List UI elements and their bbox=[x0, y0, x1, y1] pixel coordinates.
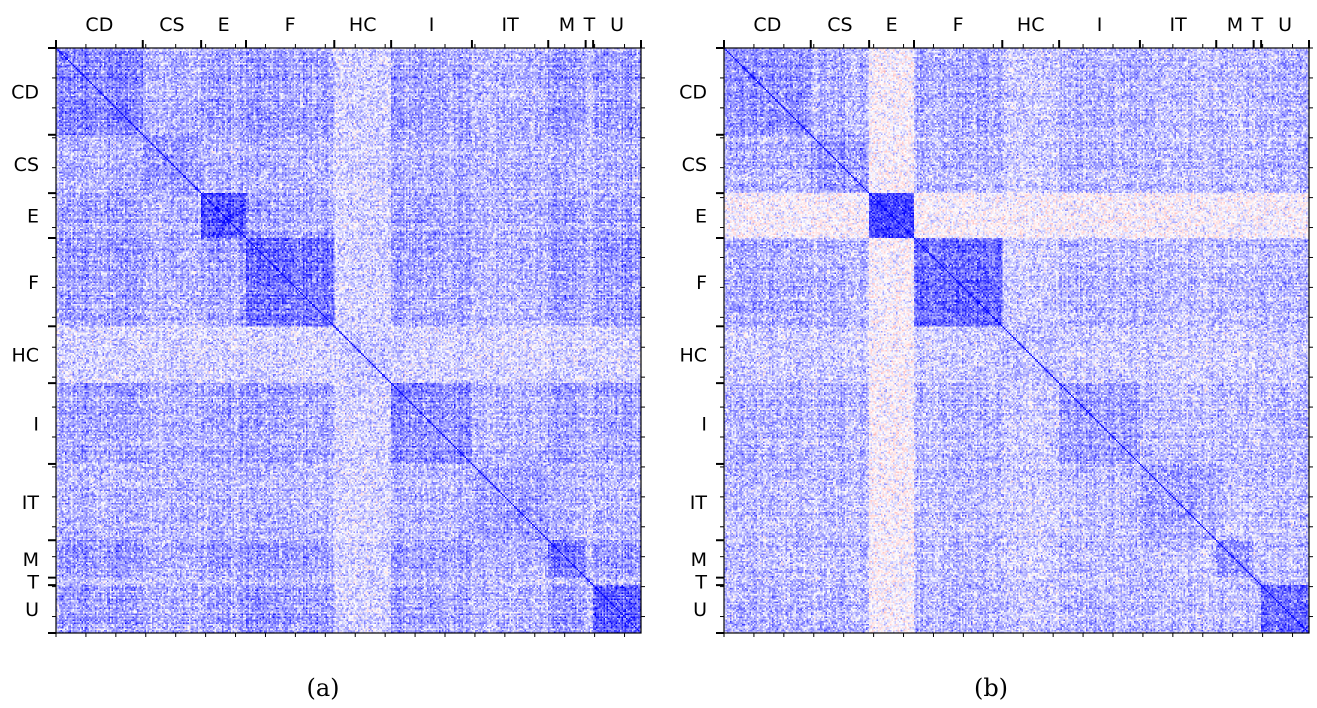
sector-label-left: I bbox=[33, 414, 39, 436]
sector-label-left: I bbox=[701, 414, 707, 436]
sector-label-top: IT bbox=[1169, 14, 1187, 36]
sector-label-left: T bbox=[26, 571, 39, 593]
sector-label-left: M bbox=[23, 549, 39, 571]
sector-label-top: I bbox=[429, 14, 435, 36]
heatmap-panel-a: CD CD CS CS E E F F HC HC I I IT IT M M T T U U (a) bbox=[0, 0, 658, 708]
sector-label-left: CS bbox=[14, 154, 39, 176]
sector-label-top: CD bbox=[85, 14, 113, 36]
sector-label-left: F bbox=[28, 272, 39, 294]
sector-label-top: CD bbox=[753, 14, 781, 36]
sector-label-left: CS bbox=[682, 154, 707, 176]
sector-label-left: CD bbox=[11, 81, 39, 103]
heatmap-panel-b: CD CD CS CS E E F F HC HC I I IT IT M M T T U U (b) bbox=[658, 0, 1316, 708]
sector-label-left: E bbox=[695, 206, 707, 228]
sector-label-left: M bbox=[691, 549, 707, 571]
heatmap-matrix-b bbox=[724, 48, 1309, 633]
sector-label-left: F bbox=[696, 272, 707, 294]
sector-label-top: HC bbox=[1017, 14, 1045, 36]
sector-label-top: IT bbox=[501, 14, 519, 36]
sector-label-top: U bbox=[610, 14, 624, 36]
sector-label-top: M bbox=[559, 14, 575, 36]
sector-label-left: IT bbox=[22, 492, 40, 514]
sector-label-left: CD bbox=[679, 81, 707, 103]
sector-label-top: T bbox=[1251, 14, 1264, 36]
sector-label-left: E bbox=[27, 206, 39, 228]
sector-label-left: U bbox=[693, 599, 707, 621]
sector-label-top: U bbox=[1278, 14, 1292, 36]
sector-label-top: F bbox=[285, 14, 296, 36]
sector-label-top: HC bbox=[349, 14, 377, 36]
sector-label-top: E bbox=[886, 14, 898, 36]
sector-label-left: HC bbox=[11, 345, 39, 367]
sector-label-top: M bbox=[1227, 14, 1243, 36]
sector-label-left: IT bbox=[690, 492, 708, 514]
sector-label-left: U bbox=[25, 599, 39, 621]
sector-label-left: T bbox=[694, 571, 707, 593]
sector-label-top: E bbox=[218, 14, 230, 36]
plot-frame bbox=[723, 47, 1310, 634]
plot-frame bbox=[55, 47, 642, 634]
sector-label-top: CS bbox=[159, 14, 184, 36]
sector-label-left: HC bbox=[679, 345, 707, 367]
sector-label-top: I bbox=[1097, 14, 1103, 36]
panel-caption-b: (b) bbox=[973, 674, 1009, 702]
heatmap-matrix-a bbox=[56, 48, 641, 633]
sector-label-top: CS bbox=[827, 14, 852, 36]
panel-caption-a: (a) bbox=[306, 674, 340, 702]
sector-label-top: T bbox=[583, 14, 596, 36]
sector-label-top: F bbox=[953, 14, 964, 36]
